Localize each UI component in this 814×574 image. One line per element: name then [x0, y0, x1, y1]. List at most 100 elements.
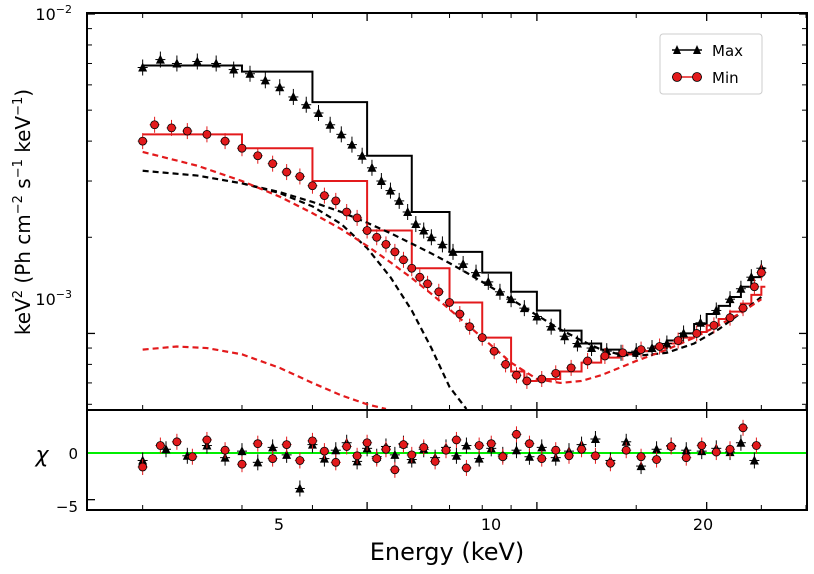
- point-max-marker: [357, 150, 367, 160]
- point-min-marker: [253, 151, 263, 161]
- point-max-marker: [385, 185, 395, 195]
- residual-max-marker: [295, 483, 305, 493]
- residual-min-marker: [172, 437, 182, 447]
- point-min-marker: [501, 359, 510, 369]
- point-max-marker: [367, 162, 377, 172]
- point-min-marker: [725, 313, 735, 323]
- point-max-marker: [458, 258, 468, 268]
- residual-min-marker: [352, 451, 362, 461]
- residual-data-points: [137, 419, 762, 497]
- point-max-marker: [495, 286, 505, 296]
- residual-min-marker: [381, 444, 391, 454]
- residual-min-marker: [474, 441, 484, 450]
- residual-min-marker: [652, 455, 661, 464]
- point-max-marker: [546, 321, 556, 331]
- residual-min-marker: [399, 440, 408, 450]
- point-max-marker: [725, 294, 735, 304]
- point-min-marker: [372, 232, 382, 242]
- point-min-marker: [673, 336, 683, 345]
- point-max-marker: [419, 225, 429, 235]
- residual-min-marker: [697, 441, 707, 450]
- residual-min-marker: [441, 445, 451, 455]
- point-max-marker: [211, 58, 221, 68]
- point-min-marker: [445, 298, 454, 307]
- residual-min-marker: [666, 442, 676, 451]
- point-max-marker: [560, 331, 570, 341]
- point-max-marker: [411, 219, 421, 229]
- legend-frame: [659, 33, 763, 95]
- point-min-marker: [237, 143, 247, 153]
- point-min-marker: [566, 363, 576, 373]
- x-axis-label: Energy (keV): [370, 538, 525, 566]
- point-max-marker: [426, 232, 436, 242]
- residual-min-marker: [551, 445, 561, 455]
- model-component-curve: [241, 182, 468, 409]
- residual-min-marker: [525, 439, 534, 449]
- residual-min-marker: [331, 457, 341, 467]
- residual-max-marker: [390, 449, 400, 459]
- residual-min-marker: [308, 436, 317, 446]
- residual-min-marker: [342, 442, 352, 451]
- residual-max-marker: [590, 434, 600, 443]
- residual-min-marker: [486, 439, 496, 449]
- point-max-marker: [313, 107, 323, 117]
- residual-max-marker: [282, 449, 292, 459]
- residual-min-marker: [577, 444, 586, 454]
- model-component-curve: [142, 150, 762, 385]
- residual-max-marker: [331, 445, 341, 455]
- model-step-curve: [142, 64, 766, 354]
- residual-min-marker: [636, 452, 646, 462]
- legend-max-label: Max: [712, 42, 743, 60]
- point-min-marker: [655, 342, 664, 351]
- point-min-marker: [407, 263, 417, 273]
- point-min-marker: [465, 322, 475, 332]
- legend-max-marker: [673, 45, 681, 54]
- point-max-marker: [376, 176, 386, 186]
- y-tick-label-1e-2: 10−2: [35, 3, 72, 24]
- point-max-marker: [647, 343, 657, 353]
- residual-min-marker: [452, 435, 461, 445]
- residual-min-marker: [362, 438, 372, 448]
- residual-max-marker: [537, 442, 547, 452]
- point-min-marker: [399, 255, 408, 265]
- residual-min-marker: [155, 441, 165, 450]
- point-min-marker: [477, 333, 487, 343]
- residual-min-marker: [462, 463, 471, 473]
- point-min-marker: [381, 239, 391, 249]
- residual-min-marker: [606, 458, 615, 468]
- residual-y-label: χ: [34, 443, 49, 468]
- point-max-marker: [260, 75, 270, 85]
- point-min-marker: [220, 136, 230, 146]
- point-max-marker: [448, 246, 458, 256]
- residual-min-marker: [268, 454, 278, 464]
- model-step-curve: [142, 133, 766, 382]
- residual-min-marker: [138, 462, 148, 472]
- residual-max-marker: [237, 446, 247, 456]
- point-min-marker: [489, 346, 499, 356]
- point-min-marker: [352, 213, 362, 223]
- legend-min-label: Min: [712, 69, 739, 87]
- residual-min-marker: [591, 451, 600, 461]
- point-min-marker: [415, 272, 425, 282]
- point-min-marker: [522, 376, 532, 386]
- x-tick-label-5: 5: [274, 515, 284, 534]
- point-min-marker: [583, 356, 593, 366]
- residual-min-marker: [295, 456, 305, 465]
- residual-max-marker: [524, 451, 534, 461]
- point-max-marker: [229, 64, 239, 74]
- legend-max-marker: [693, 45, 701, 54]
- residual-min-marker: [202, 435, 212, 445]
- residual-y-tick-minus5: −5: [56, 498, 78, 516]
- model-curves: [142, 64, 766, 409]
- point-min-marker: [551, 368, 561, 378]
- point-min-marker: [342, 207, 352, 217]
- model-component-curve: [142, 169, 763, 358]
- residual-max-marker: [636, 461, 646, 471]
- point-min-marker: [308, 181, 317, 191]
- point-min-marker: [455, 309, 465, 319]
- point-min-marker: [756, 268, 766, 278]
- point-min-marker: [434, 287, 444, 297]
- residual-min-marker: [419, 442, 429, 452]
- point-min-marker: [138, 136, 148, 146]
